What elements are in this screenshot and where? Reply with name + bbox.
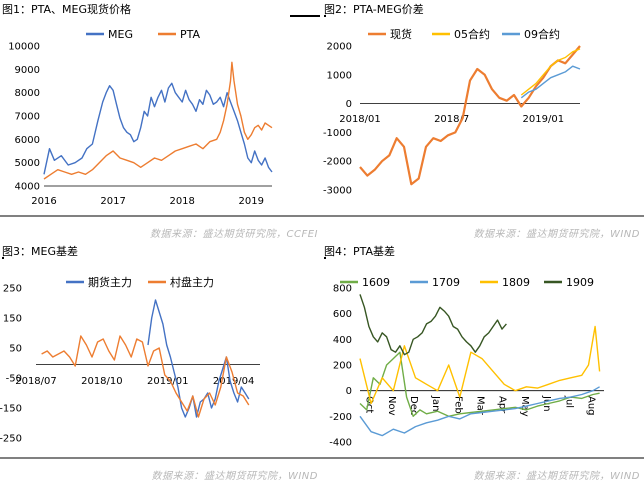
y-tick-label: 10000 <box>8 42 40 53</box>
legend-label: PTA <box>180 28 200 41</box>
x-tick-label: 2018/10 <box>81 376 123 387</box>
y-tick-label: 400 <box>333 335 352 346</box>
y-tick-label: 600 <box>333 309 352 320</box>
y-tick-label: 8000 <box>15 88 40 99</box>
series-line-1909 <box>359 294 507 356</box>
y-tick-label: 5000 <box>15 158 40 169</box>
legend-label: 现货 <box>390 27 412 41</box>
x-tick-label: 2016 <box>31 196 56 207</box>
y-tick-label: 6000 <box>15 135 40 146</box>
chart-source: 数据来源：盛达期货研究院，WIND <box>473 229 640 240</box>
chart-source: 数据来源：盛达期货研究院，CCFEI <box>150 229 318 240</box>
x-tick-label: Aug <box>585 396 596 416</box>
y-tick-label: 2000 <box>327 42 352 53</box>
chart-title: 图2：PTA-MEG价差 <box>324 3 424 16</box>
y-tick-label: -400 <box>329 438 352 449</box>
x-tick-label: Feb <box>452 396 463 414</box>
legend-label: 1609 <box>362 276 390 289</box>
chart-panel-2: 图2：PTA-MEG价差 数据来源：盛达期货研究院，WIND 2000 1000 0… <box>322 0 644 242</box>
chart-panel-1: 图1：PTA、MEG现货价格 数据来源：盛达期货研究院，CCFEI 4000 50… <box>0 0 322 242</box>
y-tick-label: -200 <box>329 412 352 423</box>
x-tick-label: Oct <box>364 396 375 413</box>
y-tick-label: -250 <box>0 434 22 445</box>
legend-label: 1809 <box>502 276 530 289</box>
x-tick-label: 2019 <box>239 196 264 207</box>
x-tick-label: 2018/01 <box>339 114 381 125</box>
legend-label: 05合约 <box>454 27 490 41</box>
chart-2: 2000 1000 0 -1000 -2000 -3000 2018/01 2018/7 201… <box>322 15 644 217</box>
y-tick-label: -1000 <box>323 128 352 139</box>
x-tick-label: 2018 <box>169 196 194 207</box>
x-tick-label: Jan <box>430 395 441 411</box>
series-line-PTA <box>43 61 273 180</box>
legend-label: MEG <box>108 28 133 41</box>
y-tick-label: 200 <box>333 361 352 372</box>
y-tick-label: -50 <box>6 374 22 385</box>
y-tick-label: 800 <box>333 284 352 295</box>
legend-label: 1909 <box>566 276 594 289</box>
y-tick-label: 7000 <box>15 112 40 123</box>
x-tick-label: 2018/07 <box>15 376 57 387</box>
legend-label: 1709 <box>432 276 460 289</box>
series-line-现货 <box>359 45 581 186</box>
x-tick-label: 2018/7 <box>434 114 469 125</box>
x-tick-label: Apr <box>497 396 508 414</box>
chart-3: 250 150 50 -50 -150 -250 2018/07 2018/10 2019/01… <box>0 257 322 459</box>
chart-title: 图1：PTA、MEG现货价格 <box>2 3 131 16</box>
series-line-1809 <box>359 325 601 405</box>
y-tick-label: -3000 <box>323 186 352 197</box>
chart-4: 800 600 400 200 0 -200 -400 Oct Nov Dec Jan Feb Mar A… <box>322 257 644 459</box>
x-tick-label: 2019/04 <box>213 376 255 387</box>
y-tick-label: 50 <box>9 344 22 355</box>
y-tick-label: 1000 <box>327 70 352 81</box>
legend-label: 村盘主力 <box>170 275 214 289</box>
y-tick-label: -2000 <box>323 157 352 168</box>
y-tick-label: -150 <box>0 404 22 415</box>
y-tick-label: 0 <box>346 99 352 110</box>
y-tick-label: 9000 <box>15 65 40 76</box>
series-line-09合约 <box>520 65 581 99</box>
x-tick-label: 2019/01 <box>523 114 565 125</box>
series-line-期货主力 <box>147 299 250 418</box>
series-line-05合约 <box>520 48 581 96</box>
y-tick-label: 0 <box>346 386 352 397</box>
chart-title: 图3：MEG基差 <box>2 245 78 258</box>
series-line-MEG <box>43 82 273 175</box>
chart-title: 图4：PTA基差 <box>324 245 396 258</box>
legend-label: 09合约 <box>524 27 560 41</box>
y-tick-label: 150 <box>3 314 22 325</box>
x-tick-label: 2019/01 <box>147 376 189 387</box>
chart-source: 数据来源：盛达期货研究院，WIND <box>151 471 318 482</box>
series-line-1709 <box>359 386 600 437</box>
y-tick-label: 4000 <box>15 182 40 193</box>
x-tick-label: Mar <box>475 396 486 416</box>
series-line-1609 <box>359 351 600 418</box>
chart-panel-4: 图4：PTA基差 数据来源：盛达期货研究院，WIND 800 600 400 200 0… <box>322 242 644 484</box>
y-tick-label: 250 <box>3 284 22 295</box>
x-tick-label: Jul <box>563 395 574 408</box>
chart-source: 数据来源：盛达期货研究院，WIND <box>473 471 640 482</box>
chart-panel-3: 图3：MEG基差 数据来源：盛达期货研究院，WIND 250 150 50 -50 -1… <box>0 242 322 484</box>
series-line-村盘主力 <box>41 335 250 418</box>
x-tick-label: Dec <box>408 396 419 415</box>
x-tick-label: 2017 <box>100 196 125 207</box>
chart-1: 4000 5000 6000 7000 8000 9000 10000 2016 2017 201… <box>0 15 322 217</box>
legend-label: 期货主力 <box>88 275 132 289</box>
x-tick-label: Nov <box>386 396 397 416</box>
